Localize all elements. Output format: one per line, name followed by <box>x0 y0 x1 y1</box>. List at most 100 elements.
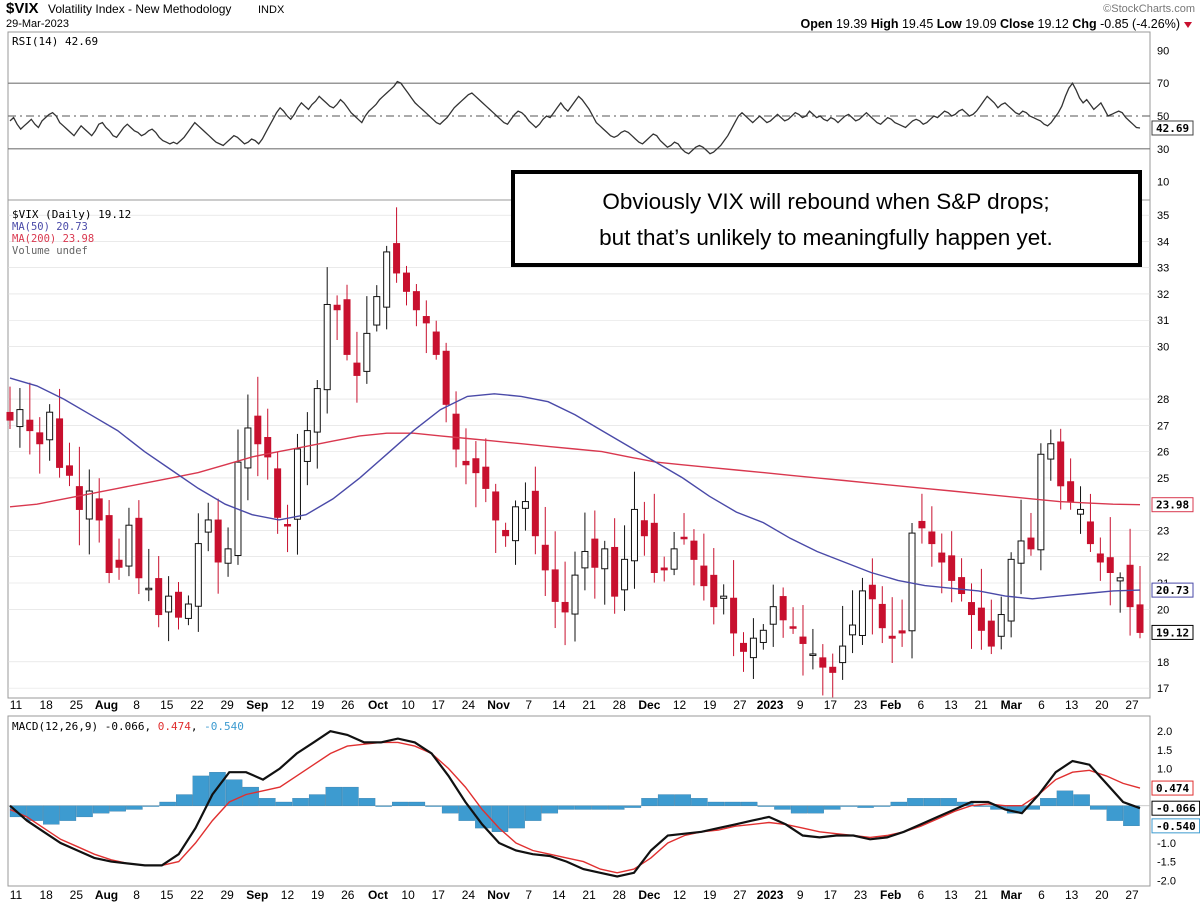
macd-histogram-bar <box>1073 794 1090 806</box>
macd-histogram-bar <box>591 805 608 810</box>
candle-body <box>254 415 262 445</box>
macd-histogram-bar <box>524 805 542 821</box>
rsi-tick-label: 90 <box>1157 45 1169 57</box>
macd-histogram-bar <box>1123 805 1140 827</box>
candle-body <box>135 517 143 579</box>
x-tick-label: 21 <box>975 698 989 712</box>
candle-body <box>383 251 391 308</box>
x-tick-label: 27 <box>1125 888 1139 902</box>
macd-histogram-bar <box>541 805 559 814</box>
x-tick-label: 19 <box>703 698 717 712</box>
x-tick-label: 6 <box>1038 888 1045 902</box>
candle-body <box>1047 443 1055 460</box>
x-tick-label: Mar <box>1001 698 1023 712</box>
x-tick-label: 18 <box>39 698 53 712</box>
x-tick-label: 18 <box>39 888 53 902</box>
macd-histogram-bar <box>225 779 243 806</box>
macd-histogram-bar <box>59 805 77 821</box>
x-tick-label: 21 <box>975 888 989 902</box>
macd-histogram-bar <box>192 775 210 806</box>
macd-histogram-bar <box>624 805 642 808</box>
x-tick-label: 8 <box>133 888 140 902</box>
macd-histogram-bar <box>176 794 193 806</box>
macd-histogram-bar <box>657 794 675 806</box>
candle-body <box>462 460 470 466</box>
candle-body <box>482 466 490 489</box>
candle-body <box>710 574 718 608</box>
x-tick-label: 17 <box>432 888 446 902</box>
macd-histogram-bar <box>308 794 326 806</box>
candle-body <box>363 332 371 372</box>
candle-body <box>898 630 906 634</box>
candle-body <box>65 465 73 476</box>
candle-body <box>36 432 44 445</box>
macd-histogram-bar <box>724 801 741 806</box>
x-tick-label: 9 <box>797 888 804 902</box>
candle-body <box>56 418 64 468</box>
x-tick-label: 27 <box>733 698 747 712</box>
x-tick-label: 12 <box>673 698 687 712</box>
macd-histogram-bar <box>857 805 874 808</box>
candle-body <box>700 565 708 587</box>
candle-body <box>1126 564 1134 608</box>
price-layer: 3534333231302827262523222120181723.9820.… <box>6 207 1194 698</box>
candle-body <box>224 548 232 564</box>
x-tick-label: 20 <box>1095 888 1109 902</box>
candle-body <box>393 243 401 274</box>
candle-body <box>145 587 153 591</box>
macd-histogram-bar <box>126 805 143 810</box>
macd-histogram-bar <box>1056 790 1074 806</box>
candle-body <box>125 524 133 567</box>
macd-histogram-bar <box>43 805 60 825</box>
x-tick-label: 12 <box>673 888 687 902</box>
price-tick-label: 30 <box>1157 342 1169 354</box>
candle-body <box>720 595 728 599</box>
macd-histogram-bar <box>375 805 392 807</box>
annotation-line-1: Obviously VIX will rebound when S&P drop… <box>602 189 1049 214</box>
candle-body <box>323 303 331 391</box>
candle-body <box>839 645 847 664</box>
candle-body <box>799 636 807 644</box>
candle-body <box>958 577 966 595</box>
instrument-name: Volatility Index - New Methodology <box>48 2 231 16</box>
x-tick-label: 27 <box>733 888 747 902</box>
annotation-line-2: but that’s unlikely to meaningfully happ… <box>599 225 1053 250</box>
candle-body <box>541 544 549 571</box>
x-tick-label: 6 <box>918 698 925 712</box>
macd-histogram-bar <box>608 805 625 810</box>
candle-body <box>75 486 83 510</box>
candle-body <box>630 508 638 562</box>
candle-body <box>313 388 321 433</box>
macd-histogram-bar <box>508 805 525 829</box>
symbol: $VIX <box>6 0 39 17</box>
x-tick-label: Feb <box>880 698 901 712</box>
candle-body <box>165 595 173 613</box>
candle-body <box>1106 557 1114 574</box>
price-tick-label: 25 <box>1157 473 1169 485</box>
macd-histogram-bar <box>890 801 908 806</box>
macd-histogram-bar <box>940 798 957 806</box>
candle-body <box>46 411 54 441</box>
macd-legend: MACD(12,26,9) -0.066, 0.474, -0.540 <box>12 720 244 733</box>
price-tick-label: 31 <box>1157 315 1169 327</box>
macd-histogram-bar <box>491 805 509 832</box>
x-tick-label: 26 <box>341 698 355 712</box>
candle-body <box>6 411 14 421</box>
macd-signal-line <box>9 741 1141 874</box>
candle-body <box>849 624 857 636</box>
x-tick-label: 29 <box>220 698 234 712</box>
candle-body <box>749 637 757 659</box>
candle-body <box>571 574 579 615</box>
candle-body <box>204 519 212 533</box>
x-tick-label: 22 <box>190 888 204 902</box>
candle-body <box>274 468 282 518</box>
x-tick-label: 20 <box>1095 698 1109 712</box>
volume-legend: Volume undef <box>12 245 88 257</box>
ma50-last-label: 20.73 <box>1156 584 1189 597</box>
price-tick-label: 32 <box>1157 289 1169 301</box>
x-axis-layer: 11 11 18 18 25 25 Aug Aug 8 8 15 15 22 22 29 29 Sep Sep 12… <box>10 698 1139 902</box>
x-tick-label: 28 <box>613 698 627 712</box>
macd-histogram-bar <box>92 805 110 814</box>
candle-body <box>581 550 589 569</box>
x-tick-label: Dec <box>638 698 660 712</box>
